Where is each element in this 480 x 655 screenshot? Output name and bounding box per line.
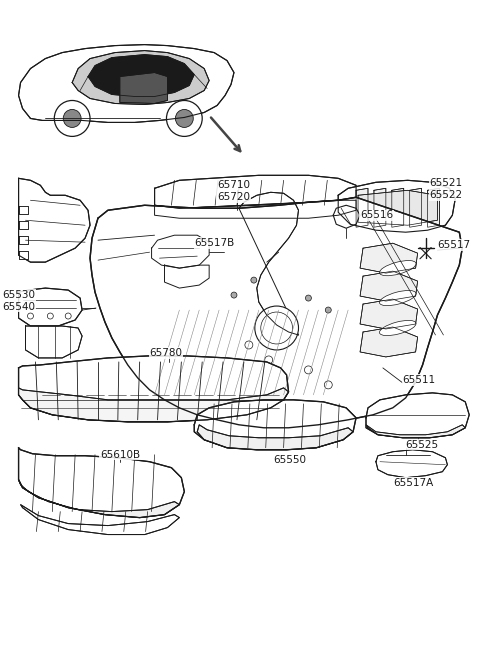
Text: 65517B: 65517B bbox=[194, 238, 235, 248]
Circle shape bbox=[255, 306, 299, 350]
Polygon shape bbox=[72, 50, 209, 105]
Polygon shape bbox=[360, 299, 418, 329]
Polygon shape bbox=[360, 243, 418, 273]
Polygon shape bbox=[194, 400, 356, 450]
Text: 65517A: 65517A bbox=[393, 477, 433, 488]
Polygon shape bbox=[358, 191, 437, 225]
Text: 65610B: 65610B bbox=[100, 450, 140, 460]
Circle shape bbox=[175, 109, 193, 128]
Polygon shape bbox=[90, 197, 462, 428]
Polygon shape bbox=[374, 188, 386, 227]
Text: 65780: 65780 bbox=[150, 348, 182, 358]
Circle shape bbox=[304, 366, 312, 374]
Polygon shape bbox=[155, 176, 356, 208]
Polygon shape bbox=[338, 180, 456, 233]
Circle shape bbox=[261, 312, 292, 344]
Polygon shape bbox=[25, 326, 82, 358]
Polygon shape bbox=[19, 388, 288, 422]
Polygon shape bbox=[356, 188, 368, 227]
Polygon shape bbox=[120, 73, 168, 103]
Polygon shape bbox=[366, 425, 465, 438]
Circle shape bbox=[65, 313, 71, 319]
Polygon shape bbox=[165, 265, 209, 288]
Text: 65517: 65517 bbox=[437, 240, 470, 250]
Ellipse shape bbox=[380, 261, 416, 276]
Ellipse shape bbox=[380, 290, 416, 306]
Polygon shape bbox=[155, 200, 356, 218]
Circle shape bbox=[48, 313, 53, 319]
Polygon shape bbox=[392, 188, 404, 227]
Polygon shape bbox=[19, 236, 28, 244]
Circle shape bbox=[231, 292, 237, 298]
Polygon shape bbox=[19, 206, 28, 214]
Polygon shape bbox=[19, 45, 234, 122]
Polygon shape bbox=[152, 235, 209, 268]
Text: 65530
65540: 65530 65540 bbox=[3, 290, 36, 312]
Circle shape bbox=[420, 243, 431, 253]
Polygon shape bbox=[88, 54, 194, 96]
Polygon shape bbox=[19, 251, 28, 259]
Circle shape bbox=[63, 109, 81, 128]
Circle shape bbox=[324, 381, 332, 389]
Circle shape bbox=[245, 341, 253, 349]
Circle shape bbox=[251, 277, 257, 283]
Circle shape bbox=[325, 307, 331, 313]
Text: 65511: 65511 bbox=[403, 375, 436, 385]
Polygon shape bbox=[376, 450, 447, 477]
Polygon shape bbox=[428, 188, 440, 227]
Text: 65525: 65525 bbox=[406, 440, 439, 450]
Circle shape bbox=[265, 356, 273, 364]
Polygon shape bbox=[19, 178, 90, 262]
Polygon shape bbox=[19, 479, 180, 517]
Circle shape bbox=[167, 100, 202, 136]
Polygon shape bbox=[19, 288, 82, 326]
Polygon shape bbox=[19, 356, 288, 422]
Polygon shape bbox=[197, 425, 353, 450]
Text: 65550: 65550 bbox=[274, 455, 307, 465]
Polygon shape bbox=[360, 271, 418, 301]
Text: 65521
65522: 65521 65522 bbox=[430, 178, 463, 200]
Polygon shape bbox=[19, 448, 184, 517]
Circle shape bbox=[27, 313, 34, 319]
Polygon shape bbox=[333, 205, 360, 228]
Polygon shape bbox=[409, 188, 421, 227]
Polygon shape bbox=[360, 327, 418, 357]
Circle shape bbox=[305, 295, 312, 301]
Polygon shape bbox=[19, 221, 28, 229]
Ellipse shape bbox=[380, 320, 416, 335]
Circle shape bbox=[54, 100, 90, 136]
Text: 65710
65720: 65710 65720 bbox=[217, 180, 250, 202]
Polygon shape bbox=[21, 504, 180, 534]
Text: 65516: 65516 bbox=[360, 210, 393, 220]
Polygon shape bbox=[366, 393, 469, 438]
